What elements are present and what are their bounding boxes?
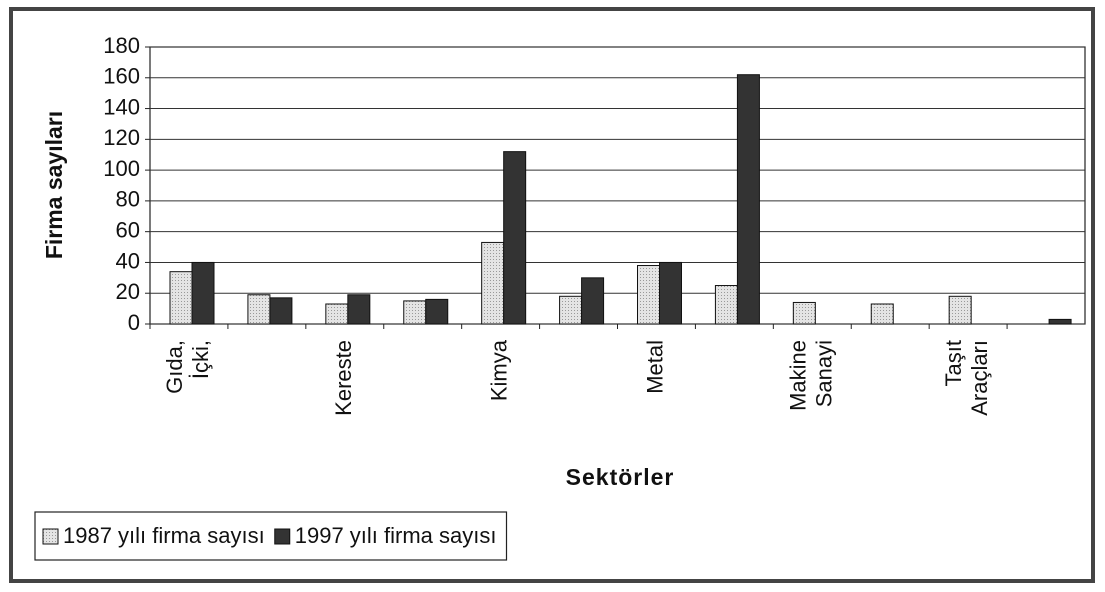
bar xyxy=(637,265,660,325)
bar xyxy=(948,295,972,325)
x-tick-label: Gıda,İçki, xyxy=(162,340,213,394)
y-tick-label: 120 xyxy=(103,125,140,150)
legend-label: 1987 yılı firma sayısı xyxy=(63,523,265,548)
bar xyxy=(347,294,371,325)
x-tick-label: MakineSanayi xyxy=(785,340,836,411)
label-line: İçki, xyxy=(188,340,213,379)
y-tick-label: 0 xyxy=(128,310,140,335)
bar xyxy=(503,151,527,325)
bar xyxy=(559,295,583,325)
y-tick-label: 40 xyxy=(116,248,140,273)
bar xyxy=(325,303,349,325)
label-line: Makine xyxy=(785,340,810,411)
legend: 1987 yılı firma sayısı 1997 yılı firma sa… xyxy=(34,511,508,561)
bar xyxy=(191,261,215,325)
bar xyxy=(581,277,605,325)
bar xyxy=(169,271,193,325)
label-line: Taşıt xyxy=(941,340,966,386)
bar xyxy=(714,285,738,325)
bar xyxy=(403,300,427,325)
bar xyxy=(425,298,449,325)
plot-area xyxy=(149,46,1086,325)
x-tick-label: Kereste xyxy=(331,340,356,416)
y-tick-label: 180 xyxy=(103,33,140,58)
bar xyxy=(481,241,505,325)
legend-label: 1997 yılı firma sayısı xyxy=(295,523,497,548)
bar xyxy=(1048,318,1072,325)
x-tick-label: Kimya xyxy=(486,339,511,401)
x-tick-label: Metal xyxy=(642,340,667,394)
y-tick-label: 60 xyxy=(116,217,140,242)
legend-box xyxy=(34,511,508,561)
label-line: Metal xyxy=(642,340,667,394)
label-line: Gıda, xyxy=(162,340,187,394)
y-tick-label: 160 xyxy=(103,64,140,89)
bar xyxy=(736,74,760,325)
y-tick-label: 20 xyxy=(116,279,140,304)
y-axis-title: Firma sayıları xyxy=(41,111,67,259)
label-line: Kimya xyxy=(486,339,511,401)
y-tick-label: 80 xyxy=(116,187,140,212)
label-line: Kereste xyxy=(331,340,356,416)
bar xyxy=(247,294,271,325)
bar xyxy=(870,303,894,325)
bar xyxy=(269,297,293,325)
y-tick-label: 140 xyxy=(103,94,140,119)
legend-swatch xyxy=(42,528,59,545)
label-line: Sanayi xyxy=(811,340,836,407)
legend-swatch xyxy=(274,528,291,545)
bar xyxy=(659,261,682,325)
label-line: Araçları xyxy=(967,340,992,416)
x-tick-label: TaşıtAraçları xyxy=(941,340,992,416)
bar xyxy=(792,301,816,325)
y-tick-label: 100 xyxy=(103,156,140,181)
x-axis-title: Sektörler xyxy=(566,464,675,490)
